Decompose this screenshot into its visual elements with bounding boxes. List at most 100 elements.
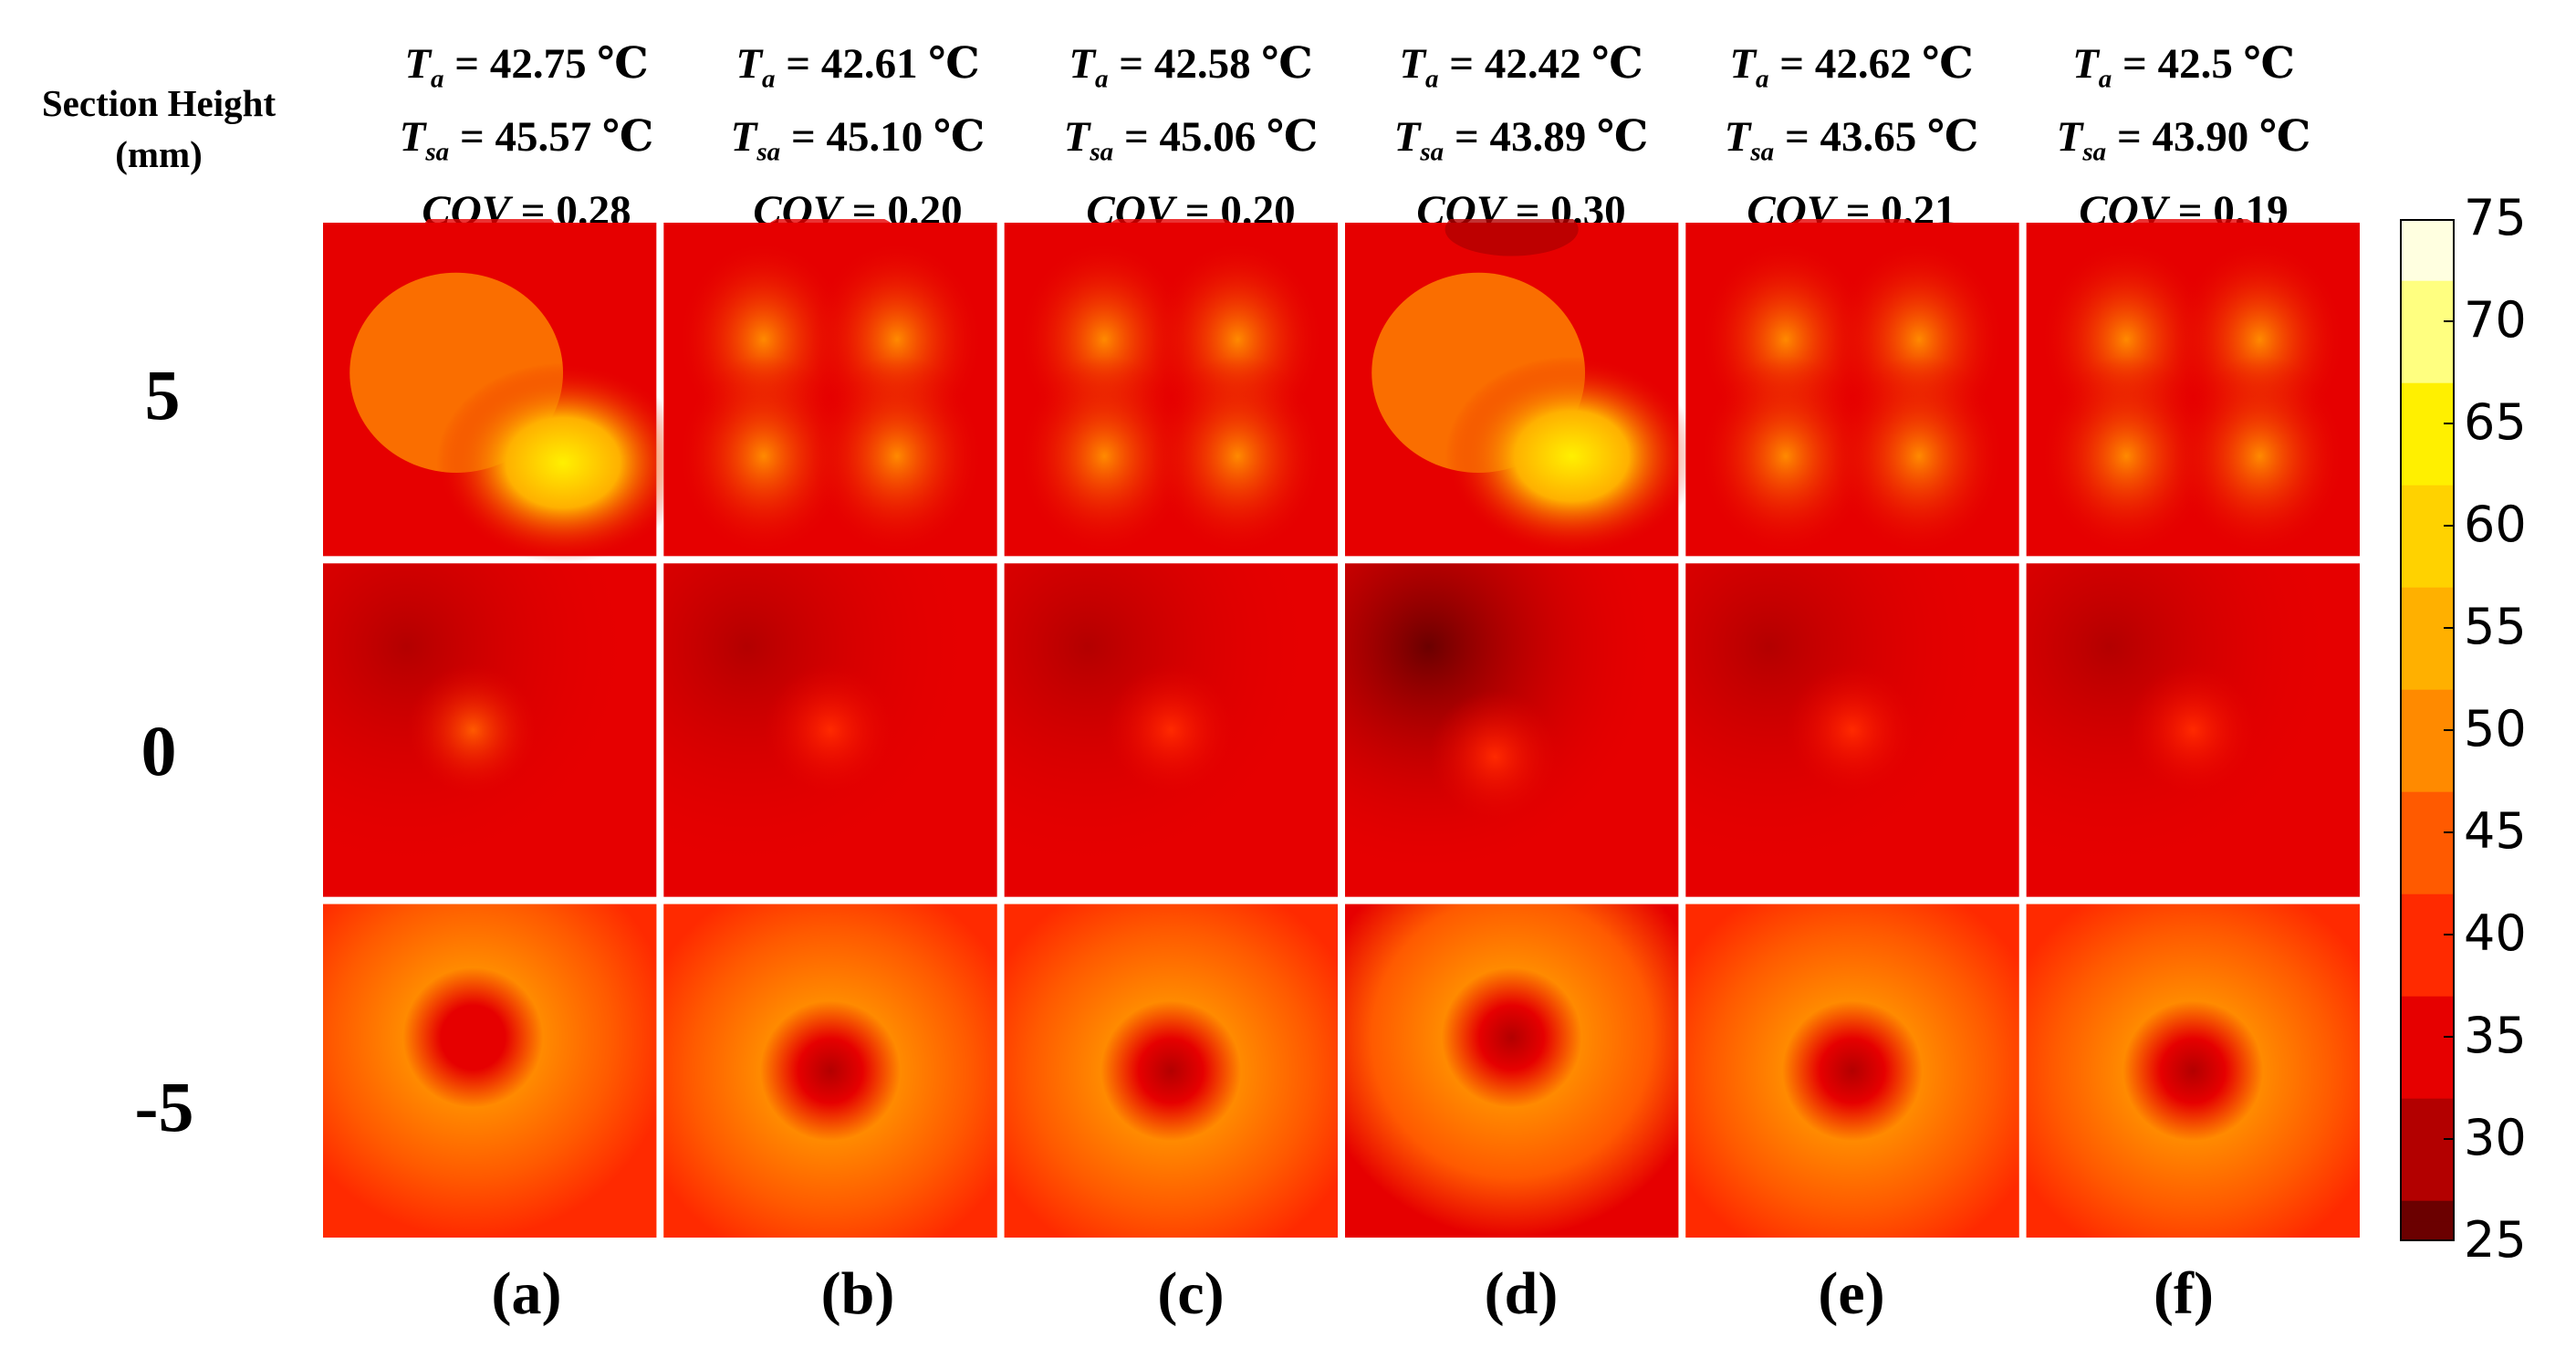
warm-lobe <box>1151 356 1325 557</box>
tsa-value: 43.89 ℃ <box>1489 113 1649 162</box>
equals: = <box>1774 113 1820 162</box>
ta-subscript: a <box>1425 64 1439 94</box>
row-axis-title: Section Height (mm) <box>13 78 305 180</box>
ta-line: Ta = 42.62 ℃ <box>1683 35 2020 108</box>
heatmap-panel <box>663 563 997 897</box>
center-spot <box>763 663 898 798</box>
column-label-c: (c) <box>1157 1260 1225 1327</box>
colorbar-segment <box>2400 975 2455 997</box>
ta-subscript: a <box>762 64 776 94</box>
colorbar-segment <box>2400 894 2455 915</box>
colorbar-segment <box>2400 300 2455 322</box>
tsa-value: 45.06 ℃ <box>1159 113 1319 162</box>
colorbar-segment <box>2400 239 2455 261</box>
center-spot <box>1785 663 1920 798</box>
tsa-symbol: T <box>1393 113 1421 162</box>
tsa-line: Tsa = 45.10 ℃ <box>689 108 1027 181</box>
colorbar-tick-label: 75 <box>2464 189 2527 246</box>
colorbar-segment <box>2400 648 2455 670</box>
colorbar-tick-label: 40 <box>2464 904 2527 962</box>
equals: = <box>780 113 827 162</box>
row-label-middle: 0 <box>141 711 177 790</box>
colorbar-tick-label: 60 <box>2464 496 2527 553</box>
colorbar-tick-label: 45 <box>2464 802 2527 860</box>
colorbar-segment <box>2400 1057 2455 1079</box>
colorbar-tick-label: 70 <box>2464 291 2527 349</box>
tsa-symbol: T <box>2056 113 2083 162</box>
ta-symbol: T <box>404 40 432 88</box>
tsa-line: Tsa = 45.06 ℃ <box>1022 108 1360 181</box>
equals: = <box>1113 113 1160 162</box>
colorbar-segment <box>2400 566 2455 588</box>
colorbar-segment <box>2400 526 2455 547</box>
colorbar-segment <box>2400 628 2455 649</box>
ta-value: 42.61 ℃ <box>820 40 980 88</box>
column-header-e: Ta = 42.62 ℃ Tsa = 43.65 ℃ COV = 0.21 <box>1683 35 2020 240</box>
row-axis-title-line1: Section Height <box>41 82 276 124</box>
colorbar-segment <box>2400 935 2455 956</box>
heatmap-panel <box>1345 904 1679 1238</box>
column-header-a: Ta = 42.75 ℃ Tsa = 45.57 ℃ COV = 0.28 <box>358 35 695 240</box>
colorbar-segment <box>2400 464 2455 486</box>
ta-value: 42.75 ℃ <box>489 40 649 88</box>
hot-spot <box>1444 356 1699 557</box>
colorbar-segment <box>2400 1200 2455 1222</box>
row-axis-title-line2: (mm) <box>115 133 203 175</box>
tsa-subscript: sa <box>1420 137 1444 167</box>
heatmap-panel <box>663 219 997 557</box>
ta-subscript: a <box>431 64 444 94</box>
equals: = <box>449 113 495 162</box>
colorbar-segment <box>2400 1077 2455 1099</box>
tsa-symbol: T <box>399 113 426 162</box>
colorbar-segment <box>2400 873 2455 894</box>
ta-subscript: a <box>1756 64 1769 94</box>
colorbar-segment <box>2400 996 2455 1018</box>
colorbar-segment <box>2400 259 2455 281</box>
equals: = <box>1438 40 1485 88</box>
colorbar-segment <box>2400 341 2455 363</box>
heatmap-panel <box>1685 563 2019 897</box>
colorbar-segment <box>2400 770 2455 792</box>
ring-field <box>2026 904 2360 1238</box>
equals: = <box>2106 113 2153 162</box>
heatmap-panel <box>323 219 690 563</box>
colorbar-segment <box>2400 1159 2455 1181</box>
tsa-symbol: T <box>730 113 757 162</box>
colorbar-segment <box>2400 321 2455 342</box>
heatmap-panel <box>2026 563 2360 897</box>
colorbar-segment <box>2400 505 2455 527</box>
colorbar-segment <box>2400 382 2455 404</box>
column-header-f: Ta = 42.5 ℃ Tsa = 43.90 ℃ COV = 0.19 <box>2015 35 2352 240</box>
tsa-subscript: sa <box>2082 137 2107 167</box>
warm-lobe <box>676 356 850 557</box>
equals: = <box>443 40 490 88</box>
ta-line: Ta = 42.42 ℃ <box>1352 35 1690 108</box>
cool-edge <box>763 219 898 256</box>
column-label-d: (d) <box>1484 1260 1559 1327</box>
column-header-b: Ta = 42.61 ℃ Tsa = 45.10 ℃ COV = 0.20 <box>689 35 1027 240</box>
column-label-a: (a) <box>491 1260 562 1327</box>
ta-value: 42.62 ℃ <box>1814 40 1974 88</box>
ta-symbol: T <box>1729 40 1757 88</box>
hot-spot <box>436 362 690 563</box>
colorbar-segment <box>2400 1179 2455 1201</box>
warm-lobe <box>1832 356 2007 557</box>
ta-value: 42.58 ℃ <box>1153 40 1313 88</box>
colorbar-segment <box>2400 546 2455 568</box>
colorbar-segment <box>2400 791 2455 813</box>
colorbar-segment <box>2400 1098 2455 1120</box>
heatmap-panel <box>2026 904 2360 1238</box>
colorbar-segment <box>2400 1220 2455 1241</box>
heatmap-panel <box>1685 219 2019 557</box>
heatmap-panel <box>663 904 997 1238</box>
heatmap-panel <box>323 904 657 1238</box>
ring-field <box>663 904 997 1238</box>
center-spot <box>406 663 540 798</box>
colorbar-segment <box>2400 444 2455 465</box>
colorbar <box>2400 219 2455 1241</box>
colorbar-segment <box>2400 750 2455 772</box>
colorbar-tick-label: 35 <box>2464 1007 2527 1064</box>
tsa-line: Tsa = 45.57 ℃ <box>358 108 695 181</box>
colorbar-segment <box>2400 607 2455 629</box>
colorbar-tick-label: 30 <box>2464 1109 2527 1166</box>
